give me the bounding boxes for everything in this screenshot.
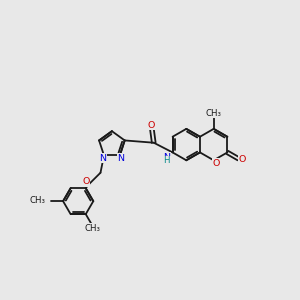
Text: N: N bbox=[163, 152, 170, 161]
Text: CH₃: CH₃ bbox=[30, 196, 46, 205]
Text: N: N bbox=[99, 154, 106, 163]
Text: O: O bbox=[213, 158, 220, 167]
Text: O: O bbox=[239, 155, 246, 164]
Text: N: N bbox=[118, 154, 124, 163]
Text: O: O bbox=[82, 178, 89, 187]
Text: O: O bbox=[148, 121, 155, 130]
Text: H: H bbox=[164, 156, 170, 165]
Text: CH₃: CH₃ bbox=[85, 224, 101, 233]
Text: CH₃: CH₃ bbox=[206, 109, 222, 118]
